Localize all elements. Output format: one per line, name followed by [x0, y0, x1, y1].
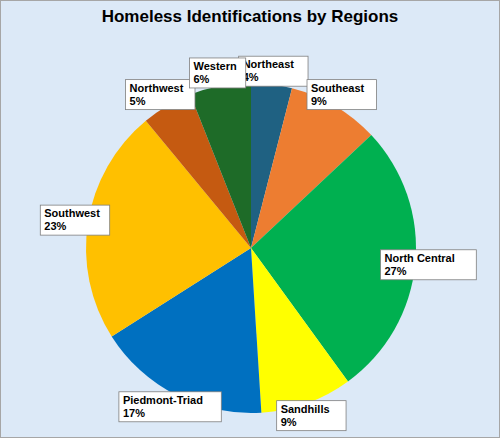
svg-text:23%: 23%	[44, 220, 66, 232]
svg-text:27%: 27%	[385, 265, 407, 277]
svg-text:9%: 9%	[281, 416, 297, 428]
svg-text:Northeast: Northeast	[243, 58, 295, 70]
svg-text:4%: 4%	[242, 71, 259, 84]
svg-text:Western: Western	[194, 60, 237, 72]
svg-text:Sandhills: Sandhills	[281, 403, 330, 415]
html-text:Homeless Identifications by Re: Homeless Identifications by Regions	[101, 7, 399, 26]
svg-text:6%: 6%	[194, 73, 210, 85]
svg-text:Northwest: Northwest	[130, 82, 184, 94]
svg-text:Piedmont-Triad: Piedmont-Triad	[123, 394, 203, 406]
svg-text:17%: 17%	[123, 407, 145, 419]
svg-text:Southeast: Southeast	[311, 82, 365, 94]
svg-text:9%: 9%	[311, 95, 327, 107]
svg-text:Southwest: Southwest	[44, 207, 100, 219]
svg-text:North Central: North Central	[385, 252, 455, 264]
svg-text:5%: 5%	[130, 95, 146, 107]
